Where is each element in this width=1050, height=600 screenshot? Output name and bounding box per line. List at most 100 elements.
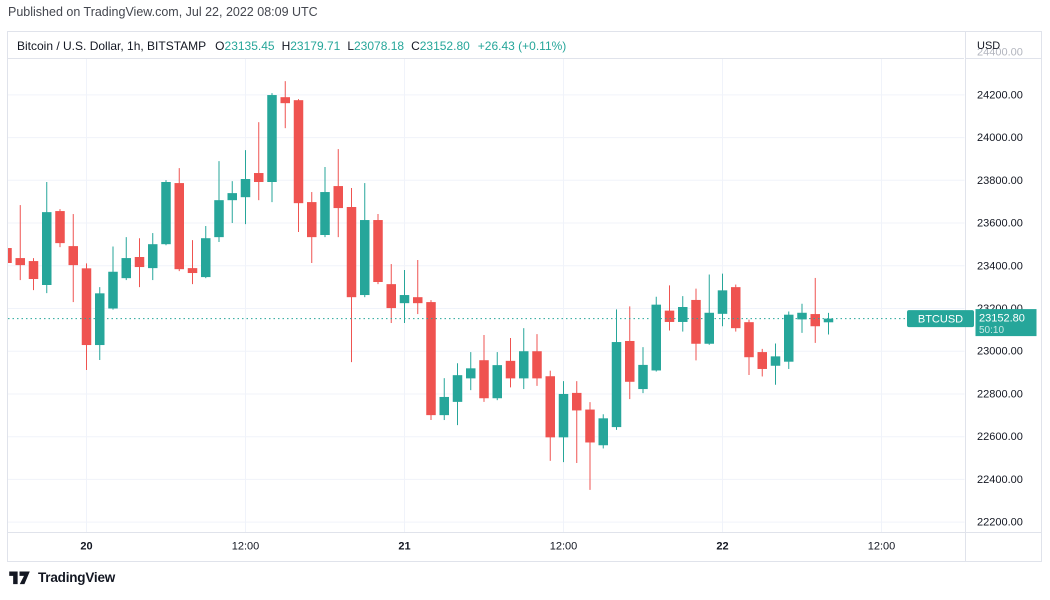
candle-body (678, 307, 688, 322)
price-axis-scale[interactable]: 24400.00 24200.00 24000.00 23800.00 23600.00… (977, 47, 1023, 529)
price-tick-label: 24000.00 (977, 132, 1023, 144)
candle-body (360, 220, 370, 296)
price-change: +26.43 (+0.11%) (477, 38, 567, 53)
candle-body (651, 304, 661, 371)
candle-body (479, 360, 489, 399)
candle-body (187, 268, 198, 274)
candle-body (81, 268, 92, 346)
price-tick-label: 22400.00 (977, 474, 1023, 486)
candle-body (545, 376, 555, 438)
candle-body (413, 297, 423, 304)
price-tick-label: 22800.00 (977, 388, 1023, 400)
candle-body (770, 356, 781, 366)
price-tick-label: 23800.00 (977, 175, 1023, 187)
time-axis-scale[interactable]: 20 12:00 21 12:00 22 12:00 (80, 541, 895, 553)
price-tick-label: 24400.00 (977, 47, 1023, 59)
candle-body (174, 183, 184, 270)
candle-body (519, 351, 529, 379)
candle-body (505, 360, 516, 379)
time-tick-label: 12:00 (868, 541, 896, 553)
last-price-value: 23152.80 (979, 313, 1025, 325)
candle-body (267, 95, 277, 183)
candle-body (307, 202, 317, 238)
price-tick-label: 22600.00 (977, 431, 1023, 443)
candle-body (439, 396, 449, 416)
published-bar: Published on TradingView.com, Jul 22, 20… (8, 5, 318, 19)
candle-body (386, 284, 396, 309)
candle-body (585, 409, 595, 443)
candle-body (558, 393, 569, 438)
time-tick-label: 12:00 (232, 541, 260, 553)
price-tick-label: 23600.00 (977, 218, 1023, 230)
candle-body (757, 352, 767, 369)
price-tick-label: 22200.00 (977, 517, 1023, 529)
candle-body (42, 212, 52, 285)
time-tick-label: 22 (716, 541, 728, 553)
candle-body (810, 314, 820, 327)
ohlc-close: C23152.80 (411, 38, 470, 53)
price-tick-label: 23400.00 (977, 260, 1023, 272)
candle-body (280, 97, 290, 104)
candle-body (611, 342, 622, 428)
ohlc-high: H23179.71 (281, 38, 341, 53)
tradingview-logo-icon (9, 570, 30, 584)
candle-body (8, 248, 12, 263)
tradingview-wordmark: TradingView (38, 570, 116, 585)
ohlc-open: O23135.45 (215, 38, 275, 53)
candle-body (784, 314, 794, 362)
candle-body (598, 418, 608, 446)
candle-body (320, 192, 330, 235)
candle-body (797, 312, 807, 320)
candle-body (346, 207, 357, 298)
currency-axis-label: USD (977, 40, 1000, 52)
candle-body (148, 244, 158, 269)
candle-body (492, 365, 502, 399)
candle-body (214, 200, 224, 238)
time-tick-label: 20 (80, 541, 92, 553)
price-tick-label: 23000.00 (977, 346, 1023, 358)
time-tick-label: 12:00 (550, 541, 578, 553)
candle-body (121, 258, 131, 279)
candle-body (731, 287, 741, 329)
candle-body (452, 375, 463, 402)
candle-body (95, 293, 105, 346)
tradingview-attribution[interactable]: TradingView (8, 570, 115, 585)
candle-body (691, 299, 701, 344)
candle-body (717, 290, 728, 314)
symbol-legend: Bitcoin / U.S. Dollar, 1h, BITSTAMP O231… (8, 33, 964, 59)
candle-body (638, 364, 648, 390)
candle-body (704, 312, 714, 344)
grid-lines (8, 33, 965, 532)
candle-body (426, 302, 436, 416)
candle-body (823, 318, 834, 323)
candlestick-series[interactable] (2, 81, 834, 490)
price-tick-label: 24200.00 (977, 89, 1023, 101)
candle-body (108, 271, 118, 309)
candle-body (68, 246, 78, 266)
candle-body (55, 211, 65, 244)
candle-body (532, 351, 542, 379)
candle-body (744, 322, 754, 358)
candle-body (161, 182, 171, 245)
symbol-badge-label: BTCUSD (918, 313, 963, 325)
candle-body (134, 257, 145, 268)
chart-widget-frame (7, 31, 1042, 562)
candle-body (399, 295, 410, 304)
candle-body (625, 340, 635, 382)
symbol-title: Bitcoin / U.S. Dollar, 1h, BITSTAMP (17, 38, 207, 53)
last-price-axis-label (975, 309, 1037, 337)
candle-body (28, 261, 39, 280)
candle-body (240, 179, 251, 198)
bar-countdown-label: 50:10 (979, 325, 1004, 336)
candle-body (333, 186, 343, 209)
candle-body (15, 258, 25, 266)
symbol-badge (907, 310, 974, 328)
candle-body (572, 392, 582, 411)
candle-body (466, 368, 476, 379)
candle-body (373, 220, 383, 283)
candle-body (227, 193, 237, 201)
candle-body (254, 173, 264, 183)
candle-body (293, 100, 304, 204)
time-tick-label: 21 (398, 541, 410, 553)
